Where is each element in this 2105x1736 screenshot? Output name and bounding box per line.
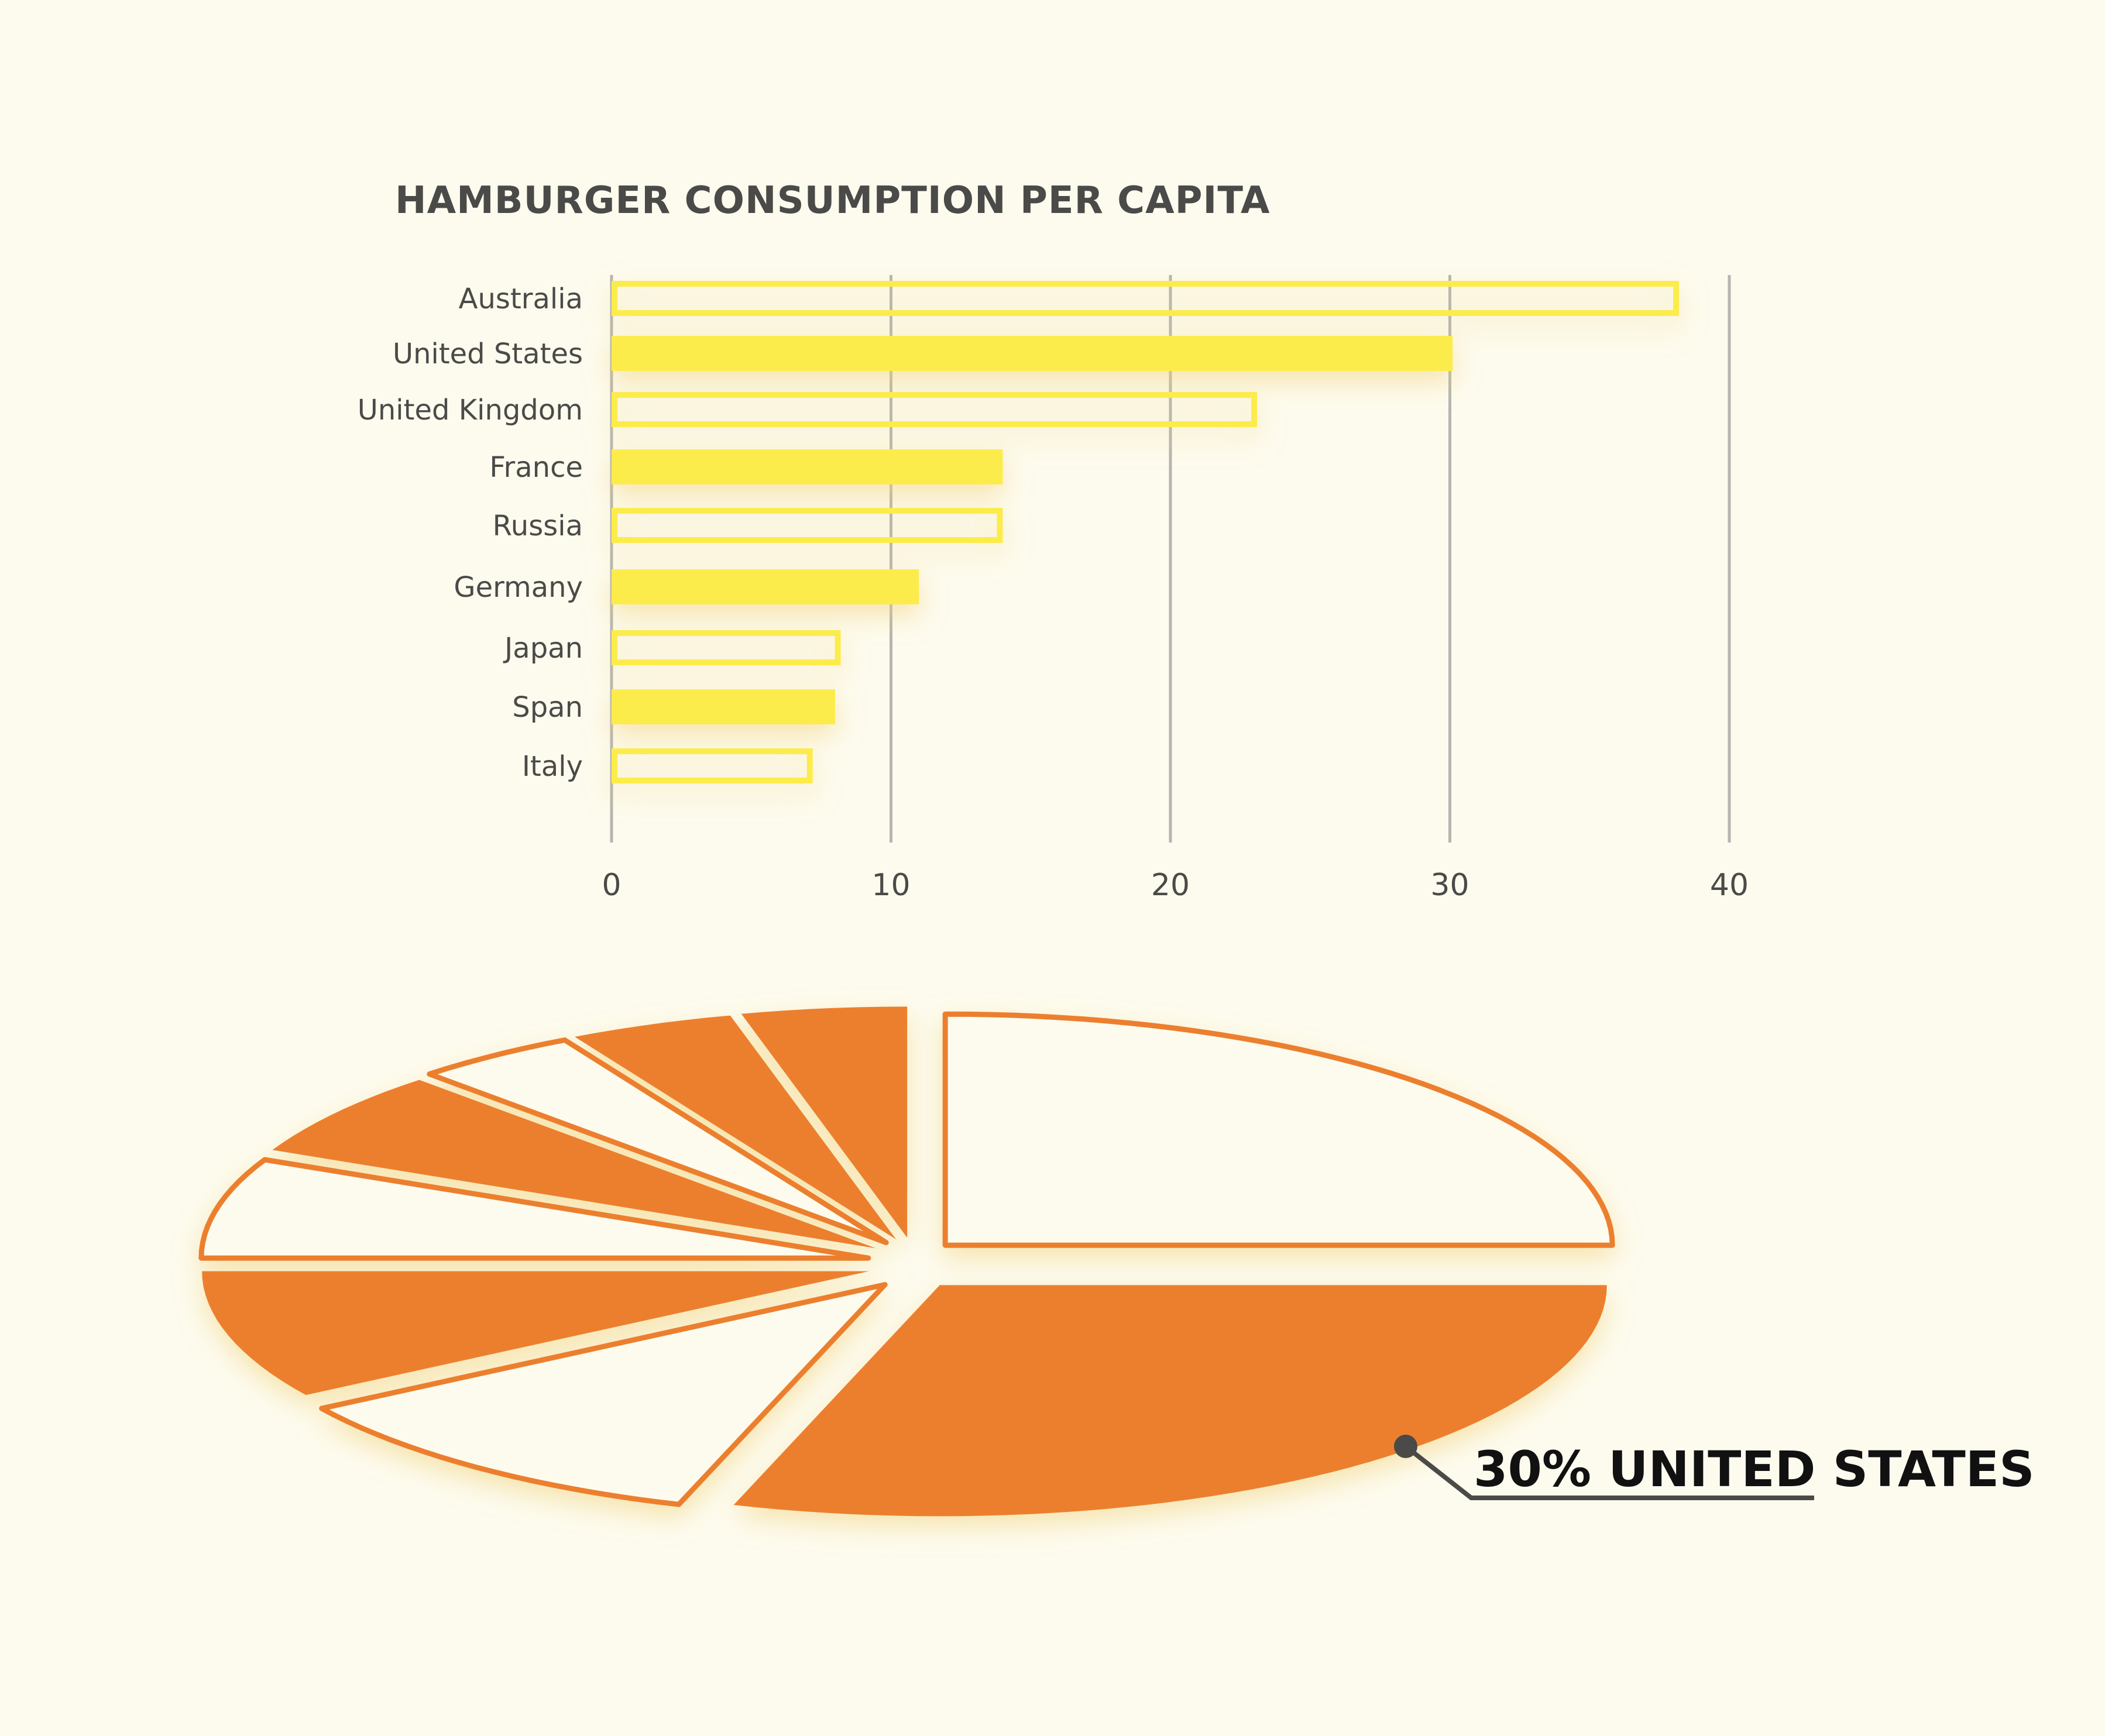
category-label: Russia (493, 510, 583, 542)
pie-chart: 30% UNITED STATES (198, 1006, 2035, 1517)
pie-slice (427, 1037, 889, 1246)
bar (612, 748, 813, 783)
bars (612, 281, 1680, 783)
bar-chart-title: HAMBURGER CONSUMPTION PER CAPITA (395, 179, 1270, 222)
bar (612, 392, 1258, 427)
category-label: United States (393, 338, 583, 370)
pie-slice (319, 1282, 888, 1507)
category-label: Australia (459, 283, 583, 315)
bar (612, 449, 1003, 484)
pie-slice (272, 1080, 876, 1249)
x-tick-label: 20 (1151, 868, 1190, 903)
bar (612, 281, 1680, 316)
annotation-dot (1394, 1435, 1417, 1458)
bar (612, 689, 835, 724)
bar (612, 630, 841, 665)
x-tick-label: 0 (602, 868, 621, 903)
bar-chart: HAMBURGER CONSUMPTION PER CAPITA Austral… (358, 179, 1749, 903)
pie-slice (575, 1015, 897, 1240)
x-tick-label: 40 (1710, 868, 1749, 903)
category-label: United Kingdom (358, 394, 583, 427)
category-labels: Australia United States United Kingdom Fran… (358, 283, 583, 783)
x-tick-labels: 0 10 20 30 40 (602, 868, 1749, 903)
annotation-leader-line (1404, 1444, 1814, 1500)
category-label: France (489, 451, 583, 484)
pie-slices (198, 1006, 1615, 1517)
pie-slice (942, 1011, 1615, 1248)
category-label: Japan (503, 632, 583, 665)
x-tick-label: 10 (871, 868, 910, 903)
x-tick-label: 30 (1430, 868, 1469, 903)
pie-slice (202, 1271, 870, 1395)
pie-slice (733, 1285, 1607, 1517)
category-label: Span (512, 691, 583, 724)
pie-annotation: 30% UNITED STATES (1394, 1435, 2035, 1500)
bar (612, 336, 1453, 371)
category-label: Germany (454, 571, 583, 604)
category-label: Italy (522, 750, 583, 783)
bar (612, 569, 919, 604)
bar (612, 508, 1003, 543)
pie-slice (198, 1157, 871, 1261)
pie-slice (741, 1006, 908, 1238)
annotation-label: 30% UNITED STATES (1474, 1441, 2035, 1498)
